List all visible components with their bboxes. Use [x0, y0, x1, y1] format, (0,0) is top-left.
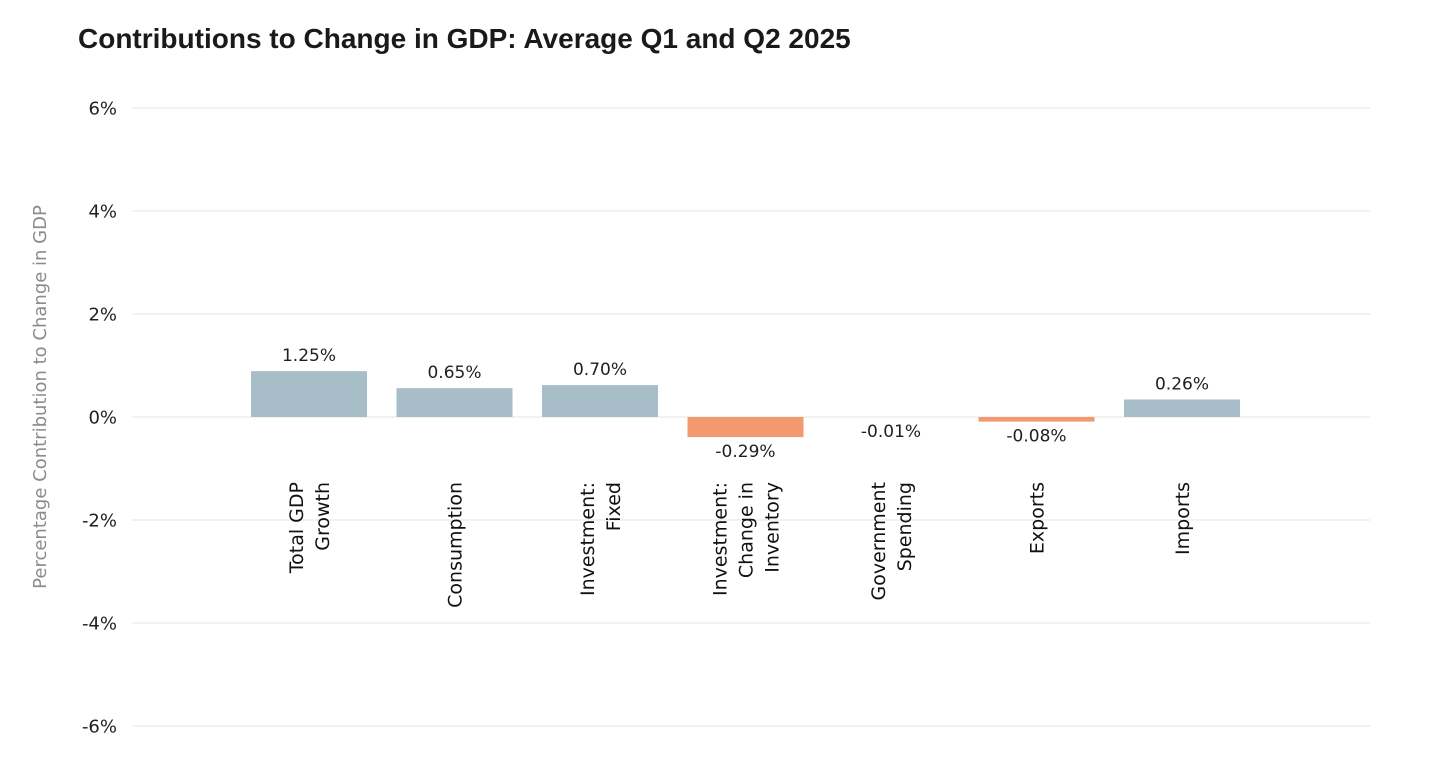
category-label: Investment: Change in Inventory: [710, 482, 784, 596]
category-label: Total GDP Growth: [286, 482, 334, 574]
y-axis-ticks: 6% 4% 2% 0% -2% -4% -6%: [82, 99, 117, 738]
data-label: -0.29%: [715, 442, 775, 462]
category-label-line: Government: [868, 482, 890, 601]
data-label: 0.26%: [1155, 374, 1209, 394]
chart-title: Contributions to Change in GDP: Average …: [78, 23, 851, 54]
category-label-line: Growth: [312, 482, 334, 551]
category-label-line: Total GDP: [286, 482, 308, 574]
y-axis-label: Percentage Contribution to Change in GDP: [30, 205, 51, 589]
category-label-line: Consumption: [445, 482, 467, 608]
category-label: Investment: Fixed: [577, 482, 625, 596]
bar: [542, 385, 658, 417]
y-tick-label: -2%: [82, 511, 117, 532]
category-labels: Total GDP Growth Consumption Investment: Fix…: [286, 482, 1194, 608]
category-label-line: Fixed: [603, 482, 625, 531]
category-label-line: Exports: [1027, 482, 1049, 554]
bars: [251, 371, 1240, 438]
category-label-line: Change in: [736, 482, 758, 578]
bar: [687, 417, 804, 438]
bar: [978, 417, 1095, 422]
category-label: Consumption: [445, 482, 467, 608]
data-labels: 1.25% 0.65% 0.70% -0.29% -0.01% -0.08% 0.26%: [282, 346, 1209, 462]
category-label: Imports: [1172, 482, 1194, 555]
y-tick-label: 0%: [88, 408, 117, 429]
data-label: 0.70%: [573, 360, 627, 380]
y-tick-label: -6%: [82, 717, 117, 738]
y-tick-label: -4%: [82, 614, 117, 635]
category-label: Government Spending: [868, 482, 916, 601]
category-label: Exports: [1027, 482, 1049, 554]
category-label-line: Imports: [1172, 482, 1194, 555]
bar: [251, 371, 367, 417]
data-label: 0.65%: [427, 363, 481, 383]
y-tick-label: 4%: [88, 202, 117, 223]
category-label-line: Spending: [894, 482, 916, 571]
data-label: -0.01%: [861, 422, 921, 442]
y-tick-label: 6%: [88, 99, 117, 120]
bar: [1124, 399, 1240, 417]
y-tick-label: 2%: [88, 305, 117, 326]
data-label: 1.25%: [282, 346, 336, 366]
category-label-line: Inventory: [762, 482, 784, 573]
bar: [396, 388, 513, 417]
category-label-line: Investment:: [710, 482, 732, 596]
data-label: -0.08%: [1006, 427, 1066, 447]
category-label-line: Investment:: [577, 482, 599, 596]
